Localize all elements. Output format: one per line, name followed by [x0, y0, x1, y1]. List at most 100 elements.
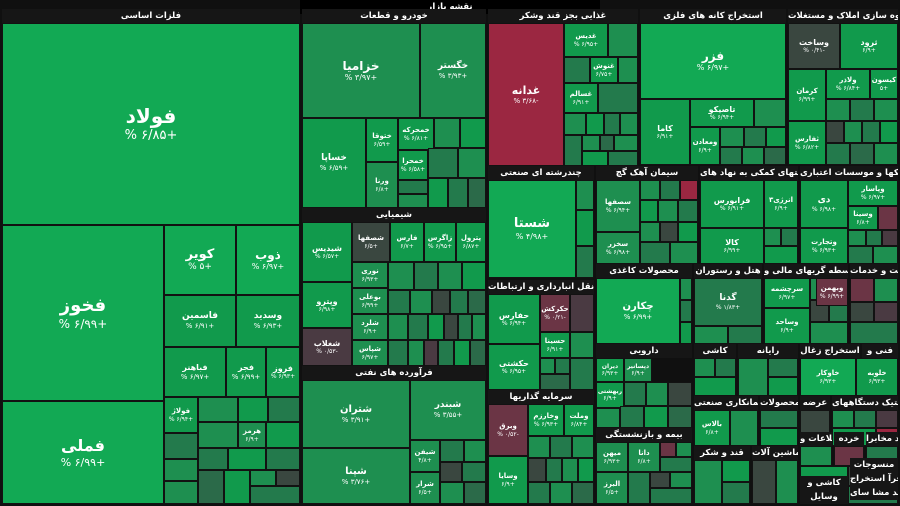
tile-change: +۶/۵۹ %: [319, 164, 349, 173]
tile-ghadaneh[interactable]: غدانه -۳/۶۸ %: [488, 23, 564, 166]
tile-vebrigh[interactable]: وبرق -۰/۵۲ %: [488, 404, 528, 456]
tile-kavir[interactable]: کویر +۵ %: [164, 225, 236, 295]
tile-shazar[interactable]: شرار +۶/۵: [410, 472, 440, 504]
tile-ghasalam[interactable]: غسالم +۶/۹۱: [564, 83, 598, 113]
tile-shafan[interactable]: شیفن +۴/۸: [410, 440, 440, 472]
tile-sheband[interactable]: شبندر +۳/۵۵ %: [410, 380, 486, 440]
tile-khamahreh[interactable]: خمحرکه +۶/۸۱ %: [398, 118, 434, 150]
tile-kama[interactable]: کاما +۶/۹۱: [640, 99, 690, 165]
tile-tapiko[interactable]: تاصیکو +۶/۹۴ %: [690, 99, 754, 127]
tile-shetran[interactable]: شتران +۳/۹۱ %: [302, 380, 410, 448]
tile-khamra[interactable]: خمحرا +۶/۵۸ %: [398, 150, 428, 180]
tile-khadoo[interactable]: خاوکار +۶/۹۳: [800, 358, 856, 396]
tile-change: +۶/۹۷ %: [696, 63, 730, 73]
sector-header-technical: فنی و: [862, 344, 898, 358]
tile-rahshani[interactable]: ربهشتی +۶/۹: [596, 382, 624, 408]
tile-sarood[interactable]: ثرود +۶/۹: [840, 23, 898, 69]
tile-hafars[interactable]: حفارس +۶/۹۴ %: [488, 294, 540, 344]
tile-fezar[interactable]: فزر +۶/۹۷ %: [640, 23, 786, 99]
tile-shasab[interactable]: شغلاب -۰/۵۳ %: [302, 328, 352, 366]
tile-vapasar[interactable]: وپاسار +۶/۹۷ %: [848, 180, 898, 206]
tile-farabourse[interactable]: فرابورس +۶/۹۱ %: [700, 180, 764, 228]
tile-name: نوری: [361, 267, 379, 276]
tile-vasaya[interactable]: وسایا +۶/۹: [488, 456, 528, 504]
tile-vamad[interactable]: ولاذر +۶/۸۴ %: [826, 69, 870, 99]
tile-hasina[interactable]: حسینا +۶/۹۱: [540, 332, 570, 358]
tile-shasher[interactable]: شپاس +۶/۹۷: [352, 340, 388, 366]
tile-farz[interactable]: فارس +۶/۷: [390, 222, 424, 262]
tile-kerman[interactable]: کرمان +۶/۹۹: [788, 69, 826, 121]
tile-vamelat[interactable]: وملت +۶/۸۴: [564, 404, 594, 436]
tile-fajr[interactable]: فجر +۶/۹۹ %: [226, 347, 266, 397]
tile-fasmin[interactable]: فاسمین +۶/۹۱ %: [164, 295, 236, 347]
tile-change: +۶/۵۹: [373, 140, 391, 148]
tile-ghadis[interactable]: غدیس +۶/۹۵ %: [564, 23, 608, 57]
tile-sefaha[interactable]: سصفها +۶/۹۴ %: [596, 180, 640, 232]
tile-vasina[interactable]: وسینا +۶/۸: [848, 206, 878, 230]
tile-name: ختوقا: [372, 132, 392, 141]
tile-fakhooz[interactable]: فخوز +۶/۹۹ %: [2, 225, 164, 401]
tile-ensi[interactable]: انرژی۳ +۶/۹: [764, 180, 798, 228]
tile-harmoz[interactable]: هرمز +۶/۹: [238, 422, 266, 448]
tile-kala[interactable]: کالا +۶/۹۹: [700, 228, 764, 264]
tile-kisoon[interactable]: کیسون +۵: [870, 69, 898, 99]
tile-tafars[interactable]: ثفارس +۶/۸۲ %: [788, 121, 826, 165]
tile-sabat[interactable]: وساخت -۰/۴۱ %: [788, 23, 840, 69]
tile-shasafha[interactable]: شصفها +۶/۵: [352, 222, 390, 262]
tile-name: فولاد: [125, 104, 177, 129]
tile-vapra[interactable]: ورنا +۶/۸: [366, 162, 398, 208]
tile-change: +۶/۸۴ %: [835, 84, 861, 92]
tile-harkash[interactable]: حکرکش -۰/۲۱ %: [540, 294, 570, 332]
tile-ghanoosh[interactable]: غنوش +۶/۷۵: [590, 57, 618, 83]
tile-mahan[interactable]: میهن +۶/۹۳: [596, 442, 628, 472]
sector-header-mining: استخراج کانه های فلزی: [640, 9, 786, 23]
tile-change: +۶/۸۴: [570, 420, 588, 428]
tile-khasapa[interactable]: خساپا +۶/۵۹ %: [302, 118, 366, 208]
tile-ahlabeh[interactable]: خلوبه +۶/۹۳: [856, 358, 898, 396]
tile-fehayer[interactable]: فباهنر +۶/۹۷ %: [164, 347, 226, 397]
tile-zagros[interactable]: زاگرس +۶/۹۵ %: [424, 222, 456, 262]
tile-vipar[interactable]: وپترو +۶/۹۸: [302, 282, 352, 328]
tile-shaldar[interactable]: شلرد +۶/۹: [352, 314, 388, 340]
tile-seramaye[interactable]: سرچشمه +۶/۹۷: [764, 278, 810, 308]
tile-folaj[interactable]: فولاژ +۶/۹۴ %: [164, 397, 198, 433]
tile-khotoogh[interactable]: ختوقا +۶/۵۹: [366, 118, 398, 162]
tile-chekaran[interactable]: چکارن +۶/۹۹ %: [596, 278, 680, 344]
tile-petrol[interactable]: پترول +۶/۸۷: [456, 222, 486, 262]
tile-forooz[interactable]: فروز +۶/۹۳ %: [266, 347, 300, 397]
tile-name: ورنا: [375, 177, 389, 186]
tile-vatejarat[interactable]: وتجارت +۶/۹۳ %: [800, 228, 848, 264]
tile-noori[interactable]: نوری +۶/۹۳: [352, 262, 388, 288]
tile-fameli[interactable]: فملی +۶/۹۹ %: [2, 401, 164, 504]
tile-vahmand[interactable]: وبهمن +۶/۹۹ %: [816, 278, 848, 306]
tile-boali[interactable]: بوعلی +۶/۹۹: [352, 288, 388, 314]
tile-name: خمحرا: [402, 157, 424, 166]
tile-alborz[interactable]: البرز +۶/۵: [596, 472, 628, 504]
tile-dapsanir[interactable]: دپسانیر +۶/۹: [624, 358, 652, 382]
tile-vasahed[interactable]: وساحد +۶/۹: [764, 308, 810, 344]
tile-change: +۶/۹۱: [572, 98, 590, 106]
tile-change: +۶/۹۳ %: [253, 322, 283, 331]
tile-maadan[interactable]: ومعادن +۶/۹: [690, 127, 720, 165]
tile-name: فرابورس: [713, 195, 751, 205]
tile-shina[interactable]: شپنا +۳/۷۶ %: [302, 448, 410, 504]
tile-bali[interactable]: بالاس +۶/۸: [694, 410, 730, 446]
tile-change: +۶/۹۷ %: [180, 372, 210, 381]
sector-header-cement: سیمان آهک گچ: [596, 166, 698, 180]
tile-sakhaz[interactable]: سخزر +۶/۹۸ %: [596, 232, 640, 264]
tile-hakashti[interactable]: حکشتی +۶/۹۵ %: [488, 344, 540, 390]
tile-dabarin[interactable]: دیران +۶/۹۳: [596, 358, 624, 382]
tile-dana[interactable]: دانا +۶/۸: [628, 442, 660, 472]
sector-header-coal: استخراج زغال: [800, 344, 860, 358]
tile-shabid[interactable]: شیدیس +۶/۵۷ %: [302, 222, 352, 282]
tile-dey[interactable]: دی +۶/۹۸ %: [800, 180, 848, 228]
tile-vasandid[interactable]: وسدید +۶/۹۳ %: [236, 295, 300, 347]
tile-ghadna[interactable]: گدنا +۱/۸۳ %: [694, 278, 762, 326]
tile-khazamia[interactable]: خزامیا +۳/۹۷ %: [302, 23, 420, 118]
tile-shasta[interactable]: شستا +۴/۹۸ %: [488, 180, 576, 278]
tile-khegostar[interactable]: خگستر +۳/۹۳ %: [420, 23, 486, 118]
tile-zob[interactable]: ذوب +۶/۹۷ %: [236, 225, 300, 295]
tile-change: +۶/۹۹: [361, 301, 379, 309]
tile-vakhazar[interactable]: وخارزم +۶/۹۳ %: [528, 404, 564, 436]
tile-foolad[interactable]: فولاد +۶/۸۵ %: [2, 23, 300, 225]
